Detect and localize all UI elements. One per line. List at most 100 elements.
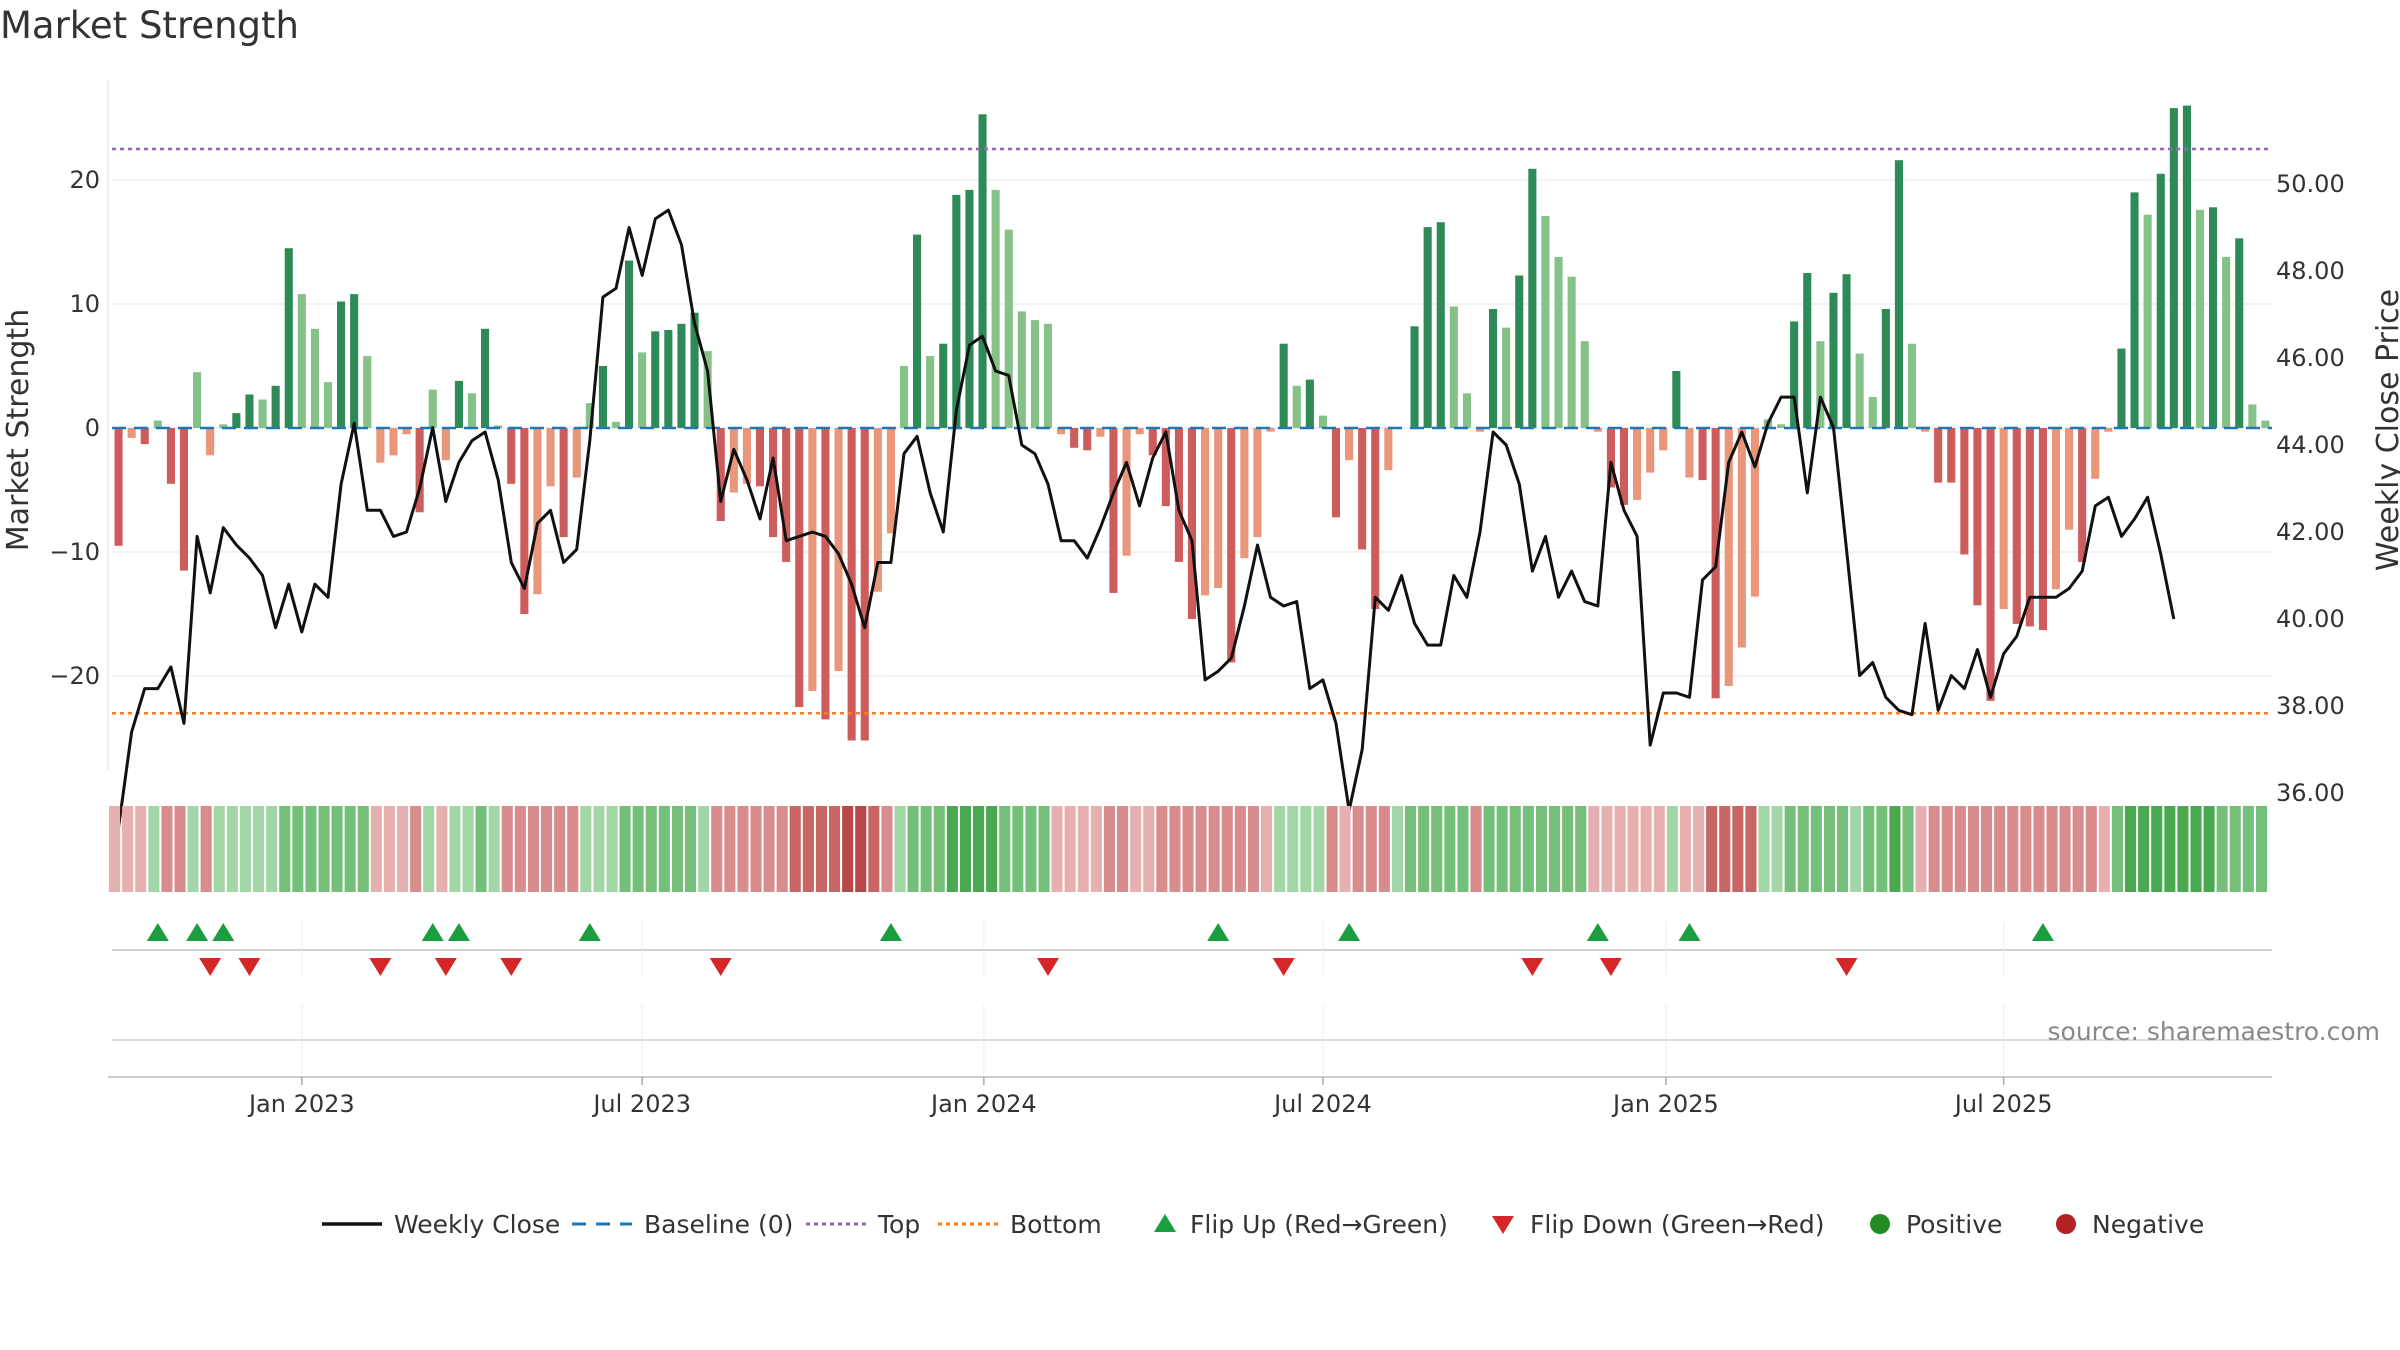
strength-bar-86 — [1240, 428, 1249, 559]
strength-bar-105 — [1489, 309, 1498, 428]
heat-cell-6 — [187, 806, 199, 892]
heat-cell-54 — [815, 806, 827, 892]
heat-cell-116 — [1627, 806, 1639, 892]
heat-cell-111 — [1562, 806, 1574, 892]
heat-cell-96 — [1365, 806, 1377, 892]
heat-cell-164 — [2255, 806, 2267, 892]
heat-cell-138 — [1915, 806, 1927, 892]
heat-cell-4 — [161, 806, 173, 892]
heat-cell-10 — [239, 806, 251, 892]
heat-cell-139 — [1928, 806, 1940, 892]
heat-cell-101 — [1431, 806, 1443, 892]
heat-cell-142 — [1967, 806, 1979, 892]
strength-bar-117 — [1646, 428, 1655, 473]
strength-bar-131 — [1829, 292, 1838, 428]
strength-bar-104 — [1475, 428, 1484, 432]
heat-cell-151 — [2085, 806, 2097, 892]
heat-cell-29 — [488, 806, 500, 892]
heat-cell-127 — [1771, 806, 1783, 892]
strength-bar-64 — [952, 194, 961, 428]
strength-bar-13 — [284, 248, 293, 428]
heat-cell-160 — [2203, 806, 2215, 892]
heat-cell-128 — [1784, 806, 1796, 892]
heat-cell-75 — [1090, 806, 1102, 892]
strength-bar-116 — [1633, 428, 1642, 500]
strength-bar-113 — [1593, 428, 1602, 432]
strength-bar-78 — [1135, 428, 1144, 435]
heat-cell-122 — [1706, 806, 1718, 892]
strength-bar-120 — [1685, 428, 1694, 478]
heat-cell-65 — [959, 806, 971, 892]
heat-cell-91 — [1300, 806, 1312, 892]
legend-item-3: Bottom — [938, 1210, 1102, 1239]
heat-cell-79 — [1143, 806, 1155, 892]
left-tick-label-0: 20 — [69, 166, 100, 194]
heat-cell-67 — [986, 806, 998, 892]
heat-cell-42 — [658, 806, 670, 892]
strength-bar-69 — [1017, 311, 1026, 428]
strength-bar-93 — [1331, 428, 1340, 518]
legend-item-0: Weekly Close — [322, 1210, 560, 1239]
heat-cell-129 — [1797, 806, 1809, 892]
flip-down-marker-8 — [1521, 958, 1544, 976]
flip-markers — [112, 922, 2272, 976]
heat-cell-95 — [1352, 806, 1364, 892]
strength-bar-68 — [1004, 229, 1013, 428]
heat-cell-97 — [1378, 806, 1390, 892]
x-tick-label-0: Jan 2023 — [247, 1090, 355, 1118]
flip-up-marker-4 — [447, 923, 470, 941]
left-tick-label-2: 0 — [85, 414, 100, 442]
strength-bar-51 — [782, 428, 791, 562]
strength-bar-20 — [376, 428, 385, 463]
heat-cell-163 — [2242, 806, 2254, 892]
heat-cell-131 — [1823, 806, 1835, 892]
strength-bar-158 — [2182, 105, 2191, 428]
strength-bar-108 — [1528, 168, 1537, 429]
x-tick-label-4: Jan 2025 — [1611, 1090, 1719, 1118]
strength-bar-54 — [821, 428, 830, 720]
heat-cell-84 — [1208, 806, 1220, 892]
strength-bar-84 — [1214, 428, 1223, 588]
heat-cell-31 — [514, 806, 526, 892]
heat-cell-88 — [1261, 806, 1273, 892]
x-tick-label-1: Jul 2023 — [591, 1090, 691, 1118]
heat-cell-11 — [253, 806, 265, 892]
strength-bar-151 — [2091, 428, 2100, 479]
strength-bar-19 — [363, 356, 372, 428]
legend-label-3: Bottom — [1010, 1210, 1102, 1239]
strength-bar-0 — [114, 428, 123, 546]
strength-bar-115 — [1619, 428, 1628, 505]
strength-bar-35 — [572, 428, 581, 478]
heat-cell-2 — [135, 806, 147, 892]
flip-up-marker-6 — [879, 923, 902, 941]
heat-cell-107 — [1509, 806, 1521, 892]
heat-cell-134 — [1863, 806, 1875, 892]
heat-cell-103 — [1457, 806, 1469, 892]
strength-bar-87 — [1253, 428, 1262, 538]
heat-cell-38 — [606, 806, 618, 892]
strength-bar-92 — [1318, 415, 1327, 428]
heat-cell-90 — [1287, 806, 1299, 892]
heat-cell-16 — [318, 806, 330, 892]
strength-bar-157 — [2169, 108, 2178, 428]
strength-bar-132 — [1842, 274, 1851, 428]
heat-cell-145 — [2007, 806, 2019, 892]
strength-bar-38 — [611, 421, 620, 428]
strength-bar-40 — [638, 352, 647, 428]
strength-bar-161 — [2222, 256, 2231, 428]
x-tick-label-5: Jul 2025 — [1953, 1090, 2053, 1118]
heat-cell-124 — [1732, 806, 1744, 892]
heat-cell-68 — [999, 806, 1011, 892]
heat-cell-80 — [1156, 806, 1168, 892]
strength-bar-4 — [166, 428, 175, 484]
strength-bar-33 — [546, 428, 555, 487]
heat-cell-0 — [109, 806, 121, 892]
strength-bar-73 — [1070, 428, 1079, 448]
heat-cell-108 — [1522, 806, 1534, 892]
heat-cell-114 — [1601, 806, 1613, 892]
strength-bar-96 — [1371, 428, 1380, 609]
strength-bar-22 — [402, 428, 411, 435]
strength-bar-111 — [1567, 276, 1576, 428]
legend-swatch-tri-up — [1154, 1214, 1176, 1232]
heat-cell-48 — [737, 806, 749, 892]
